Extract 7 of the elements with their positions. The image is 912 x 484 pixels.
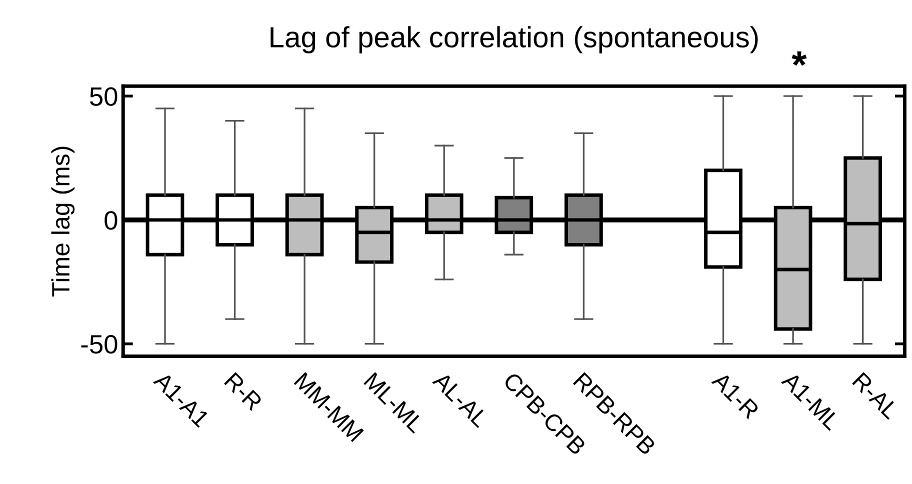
- chart-title: Lag of peak correlation (spontaneous): [270, 26, 758, 54]
- x-tick-label: R-R: [224, 372, 264, 412]
- y-tick-label: 50: [90, 87, 118, 106]
- y-tick-label: 0: [104, 211, 118, 230]
- text: *: [792, 51, 807, 66]
- y-axis-title: Time lag (ms): [51, 146, 75, 297]
- y-tick-label: -50: [81, 334, 118, 354]
